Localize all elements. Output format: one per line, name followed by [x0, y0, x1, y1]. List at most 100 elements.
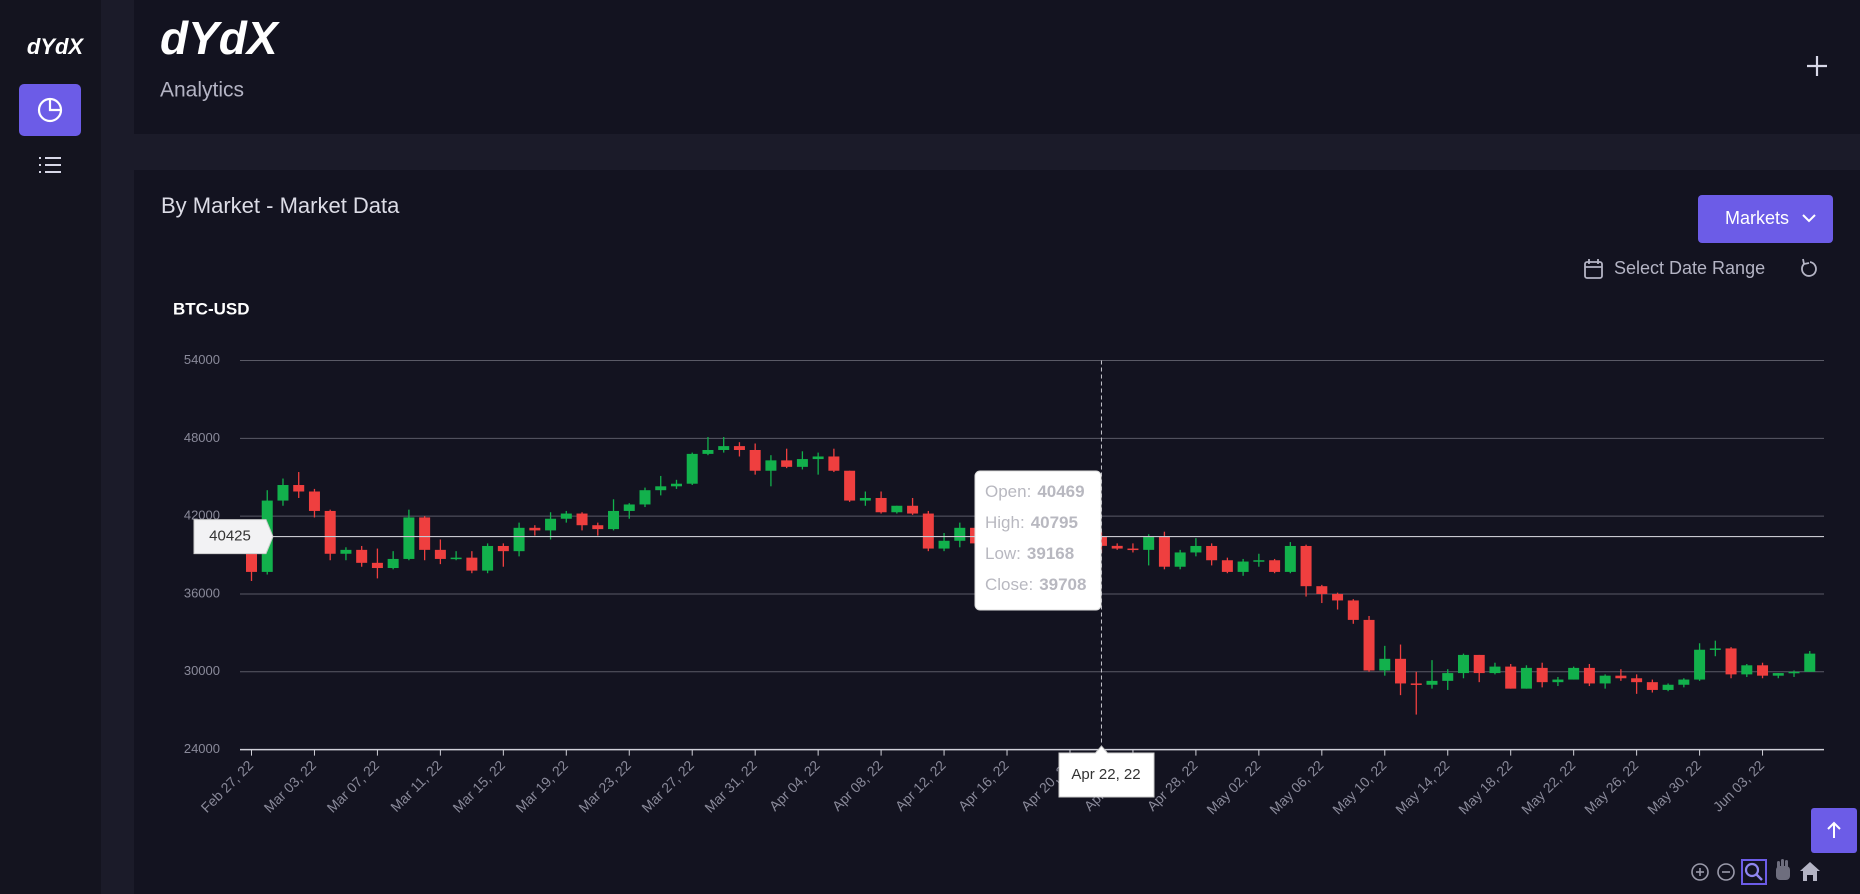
date-range-picker[interactable]: Select Date Range: [1584, 258, 1765, 279]
candle-body: [482, 545, 494, 571]
candle-body: [1757, 665, 1769, 676]
y-tick-label: 30000: [184, 663, 220, 678]
tooltip-key: Low:: [985, 544, 1021, 563]
card-title: By Market - Market Data: [161, 193, 400, 218]
candle-body: [1174, 552, 1186, 567]
candle-body: [702, 449, 714, 454]
candle-body: [1190, 545, 1202, 553]
candle-body: [1536, 667, 1548, 683]
candle-body: [859, 497, 871, 501]
candle-body: [403, 517, 415, 559]
candle-body: [1284, 545, 1296, 572]
candle-body: [1741, 665, 1753, 675]
candle-body: [781, 460, 793, 467]
crosshair-value-box: [193, 519, 274, 555]
candle-body: [765, 460, 777, 471]
header-logo: dYdX: [160, 12, 280, 64]
tooltip-row: Low: 39168: [985, 544, 1074, 563]
candle-body: [1788, 671, 1800, 674]
candle-body: [1646, 682, 1658, 690]
candle-body: [1237, 561, 1249, 572]
candle-body: [1552, 679, 1564, 683]
date-tooltip-box: [1058, 745, 1155, 798]
candle-body: [1772, 673, 1784, 676]
tooltip-row: Open: 40469: [985, 482, 1085, 501]
tooltip-key: Open:: [985, 482, 1031, 501]
tooltip-row: Close: 39708: [985, 575, 1086, 594]
candle-body: [592, 525, 604, 530]
candle-body: [1615, 675, 1627, 679]
candle-body: [1111, 545, 1123, 549]
analytics-nav-button[interactable]: [19, 84, 81, 136]
chart-title: BTC-USD: [173, 299, 250, 318]
candle-body: [670, 483, 682, 487]
candle-body: [1568, 667, 1580, 680]
candle-body: [891, 505, 903, 513]
candle-body: [1127, 548, 1139, 551]
candle-body: [1363, 619, 1375, 671]
candle-body: [497, 545, 509, 552]
candle-body: [1253, 560, 1265, 562]
candle-body: [1143, 536, 1155, 550]
scroll-top-button[interactable]: [1811, 808, 1857, 853]
add-button[interactable]: [1807, 56, 1827, 76]
candle-body: [733, 446, 745, 450]
zoom-out-button[interactable]: [1717, 863, 1735, 881]
candle-body: [1804, 653, 1816, 672]
candle-body: [277, 485, 289, 501]
candle-body: [1599, 675, 1611, 684]
candle-body: [1709, 648, 1721, 650]
candle-body: [419, 517, 431, 550]
candle-body: [1489, 666, 1501, 674]
zoom-in-button[interactable]: [1691, 863, 1709, 881]
candle-body: [1395, 658, 1407, 684]
candle-body: [623, 504, 635, 511]
candle-body: [608, 510, 620, 530]
candle-body: [387, 558, 399, 569]
y-tick-label: 36000: [184, 585, 220, 600]
sidebar: [0, 0, 101, 894]
candle-body: [371, 562, 383, 569]
candle-body: [828, 456, 840, 471]
candle-body: [796, 459, 808, 467]
header-subtitle: Analytics: [160, 79, 244, 102]
reset-button[interactable]: [1801, 258, 1817, 277]
candle-body: [812, 456, 824, 460]
candle-body: [576, 513, 588, 526]
candle-body: [1332, 593, 1344, 601]
candle-body: [1206, 545, 1218, 561]
candle-body: [324, 510, 336, 554]
candle-body: [1379, 658, 1391, 671]
candle-body: [718, 446, 730, 450]
markets-label: Markets: [1725, 208, 1789, 228]
list-nav-button[interactable]: [39, 157, 61, 173]
candle-body: [1725, 648, 1737, 675]
tooltip-key: High:: [985, 513, 1025, 532]
candle-body: [1631, 678, 1643, 683]
candle-body: [954, 527, 966, 541]
date-range-label: Select Date Range: [1614, 258, 1765, 278]
candle-body: [938, 540, 950, 549]
selection-zoom-button[interactable]: [1741, 859, 1767, 885]
tooltip-value: 40795: [1031, 513, 1078, 532]
tooltip-box: [974, 470, 1102, 611]
candle-body: [686, 453, 698, 484]
candle-body: [1426, 680, 1438, 685]
candle-body: [1300, 545, 1312, 587]
sidebar-logo: dYdX: [27, 34, 85, 59]
candle-body: [1678, 679, 1690, 685]
candle-body: [1473, 654, 1485, 674]
y-tick-label: 54000: [184, 352, 220, 367]
candle-body: [293, 485, 305, 492]
candle-body: [1505, 666, 1517, 689]
tooltip-key: Close:: [985, 575, 1033, 594]
candle-body: [875, 497, 887, 513]
candle-body: [340, 549, 352, 554]
candle-body: [655, 486, 667, 491]
candle-body: [749, 449, 761, 471]
candle-body: [513, 527, 525, 552]
pan-button[interactable]: [1776, 859, 1790, 880]
markets-dropdown[interactable]: Markets: [1698, 195, 1833, 243]
reset-zoom-button[interactable]: [1800, 862, 1820, 881]
